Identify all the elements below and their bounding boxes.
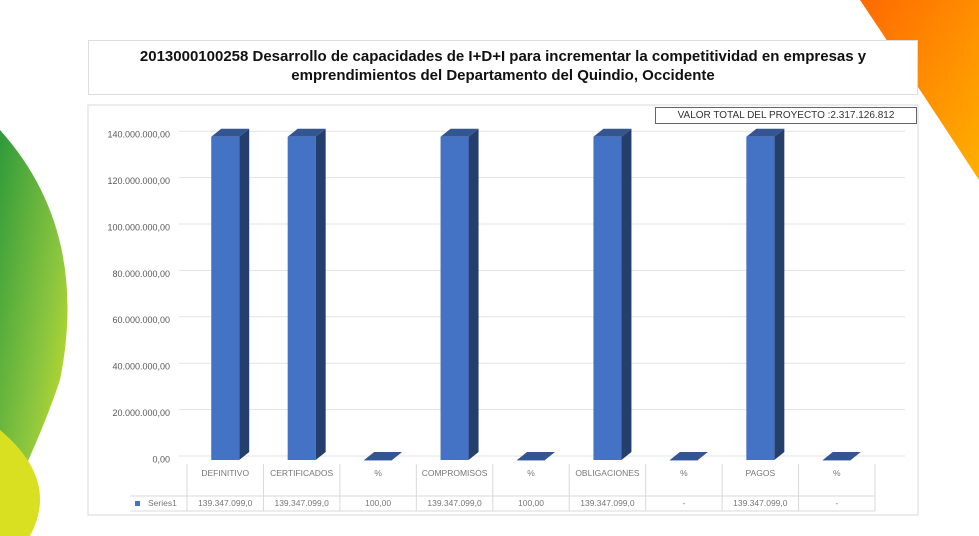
y-tick-label: 40.000.000,00 bbox=[112, 362, 170, 372]
x-tick-label: CERTIFICADOS bbox=[270, 468, 334, 478]
bar bbox=[287, 128, 326, 461]
y-tick-label: 100.000.000,00 bbox=[107, 222, 170, 232]
data-table-value: 139.347.099,0 bbox=[580, 498, 635, 508]
bar-top bbox=[593, 128, 632, 137]
bar-side bbox=[392, 451, 403, 460]
bar-front bbox=[211, 136, 240, 461]
bar-front bbox=[822, 460, 851, 461]
y-tick-label: 20.000.000,00 bbox=[112, 408, 170, 418]
legend-label: Series1 bbox=[148, 498, 177, 508]
y-tick-label: 80.000.000,00 bbox=[112, 269, 170, 279]
x-tick-label: COMPROMISOS bbox=[421, 468, 488, 478]
data-table-value: 139.347.099,0 bbox=[274, 498, 329, 508]
bar bbox=[593, 128, 632, 461]
data-table-value: 100,00 bbox=[365, 498, 392, 508]
bar bbox=[822, 452, 861, 461]
data-table-value: 139.347.099,0 bbox=[427, 498, 482, 508]
data-table-value: 139.347.099,0 bbox=[733, 498, 788, 508]
bar-top bbox=[287, 128, 326, 137]
y-tick-label: 120.000.000,00 bbox=[107, 176, 170, 186]
data-table-value: 139.347.099,0 bbox=[198, 498, 253, 508]
data-table-value: 100,00 bbox=[517, 498, 544, 508]
bar bbox=[440, 128, 479, 461]
bar-front bbox=[669, 460, 698, 461]
bar-front bbox=[593, 136, 622, 461]
bar bbox=[746, 128, 785, 461]
decoration bbox=[860, 0, 979, 180]
x-tick-label: % bbox=[680, 468, 688, 478]
x-tick-label: % bbox=[374, 468, 382, 478]
bar-front bbox=[517, 459, 545, 461]
y-tick-label: 0,00 bbox=[152, 454, 170, 464]
bar-side bbox=[468, 128, 479, 461]
x-tick-label: % bbox=[527, 468, 535, 478]
x-tick-label: PAGOS bbox=[745, 468, 776, 478]
bar-top bbox=[746, 128, 785, 137]
legend-swatch bbox=[135, 501, 140, 506]
bar-top bbox=[669, 452, 708, 460]
bar-front bbox=[364, 459, 393, 461]
bar-top bbox=[364, 451, 403, 460]
bar-side bbox=[621, 128, 632, 461]
bar-side bbox=[774, 128, 785, 461]
data-table-value: - bbox=[682, 498, 686, 508]
annotation: VALOR TOTAL DEL PROYECTO :2.317.126.812 bbox=[655, 107, 917, 124]
bar bbox=[211, 128, 250, 461]
bar-side bbox=[315, 128, 326, 461]
bar-top bbox=[440, 128, 479, 137]
bar-front bbox=[440, 136, 469, 461]
bar bbox=[364, 451, 403, 461]
x-tick-label: DEFINITIVO bbox=[201, 468, 250, 478]
data-table-value: - bbox=[835, 498, 839, 508]
bar-front bbox=[287, 136, 316, 461]
x-tick-label: % bbox=[832, 468, 841, 478]
bar-front bbox=[746, 136, 775, 461]
chart-title: 2013000100258 Desarrollo de capacidades … bbox=[88, 40, 918, 95]
bar-top bbox=[822, 452, 861, 460]
bar-side bbox=[545, 451, 555, 460]
y-tick-label: 60.000.000,00 bbox=[112, 315, 170, 325]
y-tick-label: 140.000.000,00 bbox=[107, 130, 170, 140]
bar bbox=[517, 451, 555, 461]
decoration bbox=[0, 430, 40, 536]
bar-top bbox=[211, 128, 250, 137]
decoration bbox=[0, 130, 68, 520]
bar bbox=[669, 452, 708, 461]
bar-top bbox=[517, 451, 555, 460]
bar-side bbox=[239, 128, 250, 461]
x-tick-label: OBLIGACIONES bbox=[575, 468, 640, 478]
